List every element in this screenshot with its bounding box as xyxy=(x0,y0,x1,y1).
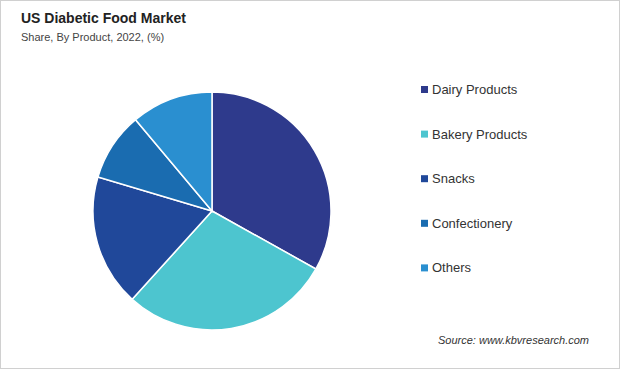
legend-swatch xyxy=(421,131,428,138)
legend-label: Bakery Products xyxy=(432,127,528,142)
pie-slice xyxy=(136,92,212,211)
legend-swatch xyxy=(421,264,428,271)
legend-swatch xyxy=(421,175,428,182)
legend-label: Dairy Products xyxy=(432,82,518,97)
frame xyxy=(1,1,620,369)
chart-svg: US Diabetic Food Market Share, By Product… xyxy=(0,0,620,369)
legend-label: Confectionery xyxy=(432,216,513,231)
subtitle: Share, By Product, 2022, (%) xyxy=(21,31,164,43)
pie xyxy=(93,92,331,330)
legend-swatch xyxy=(421,86,428,93)
legend-swatch xyxy=(421,220,428,227)
source: Source: www.kbvresearch.com xyxy=(438,334,589,346)
chart-root: US Diabetic Food Market Share, By Product… xyxy=(0,0,620,369)
legend: Dairy Products Bakery Products Snacks Confe… xyxy=(421,82,528,275)
legend-label: Others xyxy=(432,260,472,275)
title: US Diabetic Food Market xyxy=(21,10,186,26)
legend-label: Snacks xyxy=(432,171,475,186)
